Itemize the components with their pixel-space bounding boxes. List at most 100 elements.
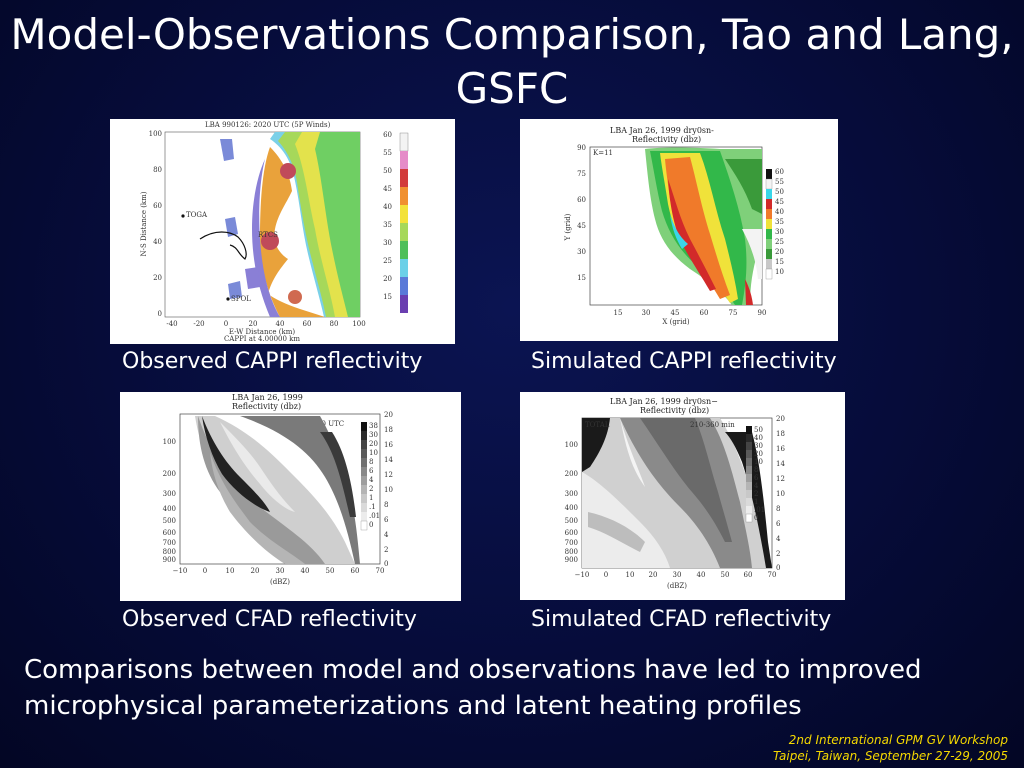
svg-text:100: 100 <box>565 441 578 449</box>
svg-text:90: 90 <box>758 309 767 317</box>
svg-text:50: 50 <box>383 167 392 175</box>
slide-footer: 2nd International GPM GV Workshop Taipei… <box>773 732 1008 764</box>
svg-text:−10: −10 <box>173 567 188 575</box>
svg-text:30: 30 <box>383 239 392 247</box>
svg-text:60: 60 <box>775 168 784 176</box>
sim-cappi-x-ticks: 15 30 45 60 75 90 <box>614 309 767 317</box>
svg-text:50: 50 <box>754 426 763 434</box>
svg-text:700: 700 <box>565 539 578 547</box>
simulated-cfad-image: LBA Jan 26, 1999 dry0sn− Reflectivity (d… <box>520 392 845 600</box>
svg-text:.1: .1 <box>369 503 376 511</box>
svg-text:500: 500 <box>565 517 578 525</box>
svg-text:300: 300 <box>565 490 578 498</box>
caption-simulated-cfad: Simulated CFAD reflectivity <box>531 607 832 632</box>
site-rtcs-label: RTCS <box>258 231 278 239</box>
svg-text:20: 20 <box>649 571 658 579</box>
svg-text:16: 16 <box>384 441 393 449</box>
obs-cfad-header: LBA Jan 26, 1999 <box>232 393 303 402</box>
svg-text:14: 14 <box>384 456 393 464</box>
svg-text:40: 40 <box>775 208 784 216</box>
obs-cfad-right-ticks: 20 18 16 14 12 10 8 6 4 2 0 <box>384 411 393 568</box>
footer-workshop: 2nd International GPM GV Workshop <box>788 733 1008 747</box>
svg-text:15: 15 <box>614 309 623 317</box>
svg-text:4: 4 <box>754 482 759 490</box>
svg-text:60: 60 <box>303 320 312 328</box>
svg-text:20: 20 <box>775 248 784 256</box>
svg-text:4: 4 <box>384 531 389 539</box>
svg-text:0: 0 <box>754 514 758 522</box>
svg-text:20: 20 <box>383 275 392 283</box>
svg-text:30: 30 <box>754 442 763 450</box>
svg-text:10: 10 <box>226 567 235 575</box>
svg-text:70: 70 <box>376 567 385 575</box>
svg-text:10: 10 <box>384 486 393 494</box>
svg-text:400: 400 <box>565 504 578 512</box>
svg-text:0: 0 <box>158 310 162 318</box>
site-toga-label: TOGA <box>186 211 208 219</box>
svg-text:6: 6 <box>776 520 781 528</box>
svg-text:60: 60 <box>700 309 709 317</box>
svg-text:20: 20 <box>384 411 393 419</box>
svg-text:600: 600 <box>163 529 176 537</box>
svg-text:200: 200 <box>163 470 176 478</box>
caption-observed-cfad: Observed CFAD reflectivity <box>122 607 417 632</box>
svg-text:10: 10 <box>775 268 784 276</box>
svg-text:8: 8 <box>384 501 388 509</box>
svg-text:900: 900 <box>163 556 176 564</box>
svg-text:60: 60 <box>351 567 360 575</box>
svg-text:400: 400 <box>163 505 176 513</box>
obs-cappi-xlabel: E-W Distance (km) <box>229 328 295 336</box>
svg-text:200: 200 <box>565 470 578 478</box>
svg-text:20: 20 <box>754 450 763 458</box>
svg-text:38: 38 <box>369 422 378 430</box>
obs-cfad-legend: 38 30 20 10 8 6 4 2 1 .1 .01 0 <box>360 422 380 531</box>
svg-text:10: 10 <box>754 458 763 466</box>
footer-location-dates: Taipei, Taiwan, September 27-29, 2005 <box>772 749 1008 763</box>
svg-text:60: 60 <box>383 131 392 139</box>
obs-cappi-footnote: CAPPI at 4.00000 km <box>224 335 300 343</box>
svg-text:45: 45 <box>775 198 784 206</box>
svg-text:700: 700 <box>163 539 176 547</box>
obs-cappi-header: LBA 990126: 2020 UTC (5P Winds) <box>205 121 331 129</box>
svg-text:20: 20 <box>153 274 162 282</box>
svg-text:8: 8 <box>369 458 373 466</box>
svg-text:20: 20 <box>249 320 258 328</box>
sim-cappi-y-ticks: 90 75 60 45 30 15 <box>577 144 586 282</box>
observed-cappi-image: LBA 990126: 2020 UTC (5P Winds) TOGA RTC… <box>110 119 455 344</box>
svg-text:2: 2 <box>369 485 373 493</box>
sim-cfad-tag: TOTAL <box>585 421 610 429</box>
obs-cfad-subheader: Reflectivity (dbz) <box>232 402 301 411</box>
svg-text:0: 0 <box>224 320 228 328</box>
svg-text:70: 70 <box>768 571 777 579</box>
sim-cappi-xlabel: X (grid) <box>662 318 689 326</box>
svg-text:1: 1 <box>754 498 758 506</box>
svg-text:18: 18 <box>776 430 785 438</box>
svg-text:55: 55 <box>775 178 784 186</box>
svg-text:40: 40 <box>276 320 285 328</box>
svg-text:500: 500 <box>163 517 176 525</box>
svg-text:80: 80 <box>153 166 162 174</box>
svg-text:40: 40 <box>383 203 392 211</box>
sim-cappi-level: K=11 <box>593 149 613 157</box>
svg-text:75: 75 <box>729 309 738 317</box>
svg-text:600: 600 <box>565 529 578 537</box>
svg-text:4: 4 <box>369 476 374 484</box>
svg-text:300: 300 <box>163 490 176 498</box>
sim-cappi-header: LBA Jan 26, 1999 dry0sn- <box>610 126 714 135</box>
svg-text:35: 35 <box>383 221 392 229</box>
svg-text:2: 2 <box>754 490 758 498</box>
svg-text:8: 8 <box>776 505 780 513</box>
svg-text:25: 25 <box>775 238 784 246</box>
svg-text:40: 40 <box>301 567 310 575</box>
obs-cfad-y-ticks: 100 200 300 400 500 600 700 800 900 <box>163 438 176 564</box>
svg-text:50: 50 <box>775 188 784 196</box>
svg-text:800: 800 <box>565 548 578 556</box>
svg-text:−10: −10 <box>575 571 590 579</box>
svg-text:-40: -40 <box>166 320 177 328</box>
obs-cappi-x-ticks: -40 -20 0 20 40 60 80 100 <box>166 320 365 328</box>
svg-text:35: 35 <box>775 218 784 226</box>
svg-text:20: 20 <box>776 415 785 423</box>
svg-text:6: 6 <box>369 467 374 475</box>
svg-text:50: 50 <box>721 571 730 579</box>
svg-text:800: 800 <box>163 548 176 556</box>
